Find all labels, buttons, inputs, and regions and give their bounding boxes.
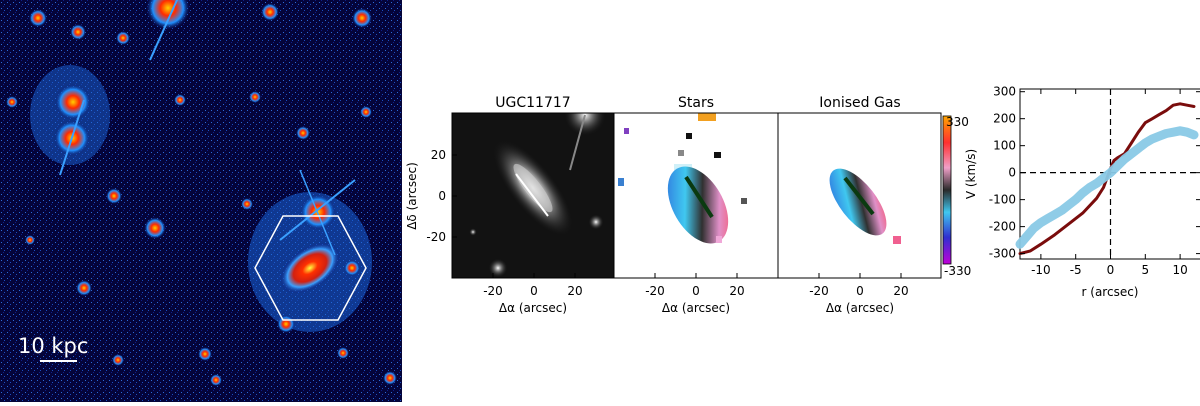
chart-y-axis-label: V (km/s) [964,149,978,199]
chart-y-tick-label: 100 [993,139,1016,153]
chart-x-tick-label: -5 [1070,263,1082,277]
gas-slit-line [843,176,875,216]
chart-y-tick-label: 300 [993,85,1016,99]
slit-line [515,173,549,217]
map-x-tick-label: 20 [729,284,744,298]
chart-y-tick-label: -200 [989,220,1016,234]
chart-y-tick-label: -100 [989,193,1016,207]
stars-ra-axis-label: Δα (arcsec) [662,301,730,315]
deep-field-image: 10 kpc [0,0,402,402]
scale-bar-label: 10 kpc [18,334,89,358]
colorbar-top-label: 330 [946,115,969,129]
map-x-tick-label: 20 [893,284,908,298]
rotation-curve-chart: -10 -5 0 5 10 -300 -200 -100 0 100 200 300 [989,85,1200,277]
chart-x-tick-label: -10 [1031,263,1051,277]
galaxy-ra-axis-label: Δα (arcsec) [499,301,567,315]
map-x-tick-label: -20 [483,284,503,298]
map-x-tick-label: -20 [809,284,829,298]
bright-star [146,0,190,61]
map-y-tick-label: 20 [431,148,446,162]
dec-axis-label: Δδ (arcsec) [405,162,419,230]
chart-x-axis-label: r (arcsec) [1082,285,1139,299]
map-axis-ticks: -20 0 20 -20 0 20 -20 0 20 20 0 -20 [426,148,908,298]
map-x-tick-label: 0 [856,284,864,298]
galaxy-panel-title: UGC11717 [495,95,570,111]
chart-y-tick-label: 200 [993,112,1016,126]
chart-y-tick-label: 0 [1008,166,1016,180]
map-y-tick-label: -20 [426,230,446,244]
gas-ra-axis-label: Δα (arcsec) [826,301,894,315]
stars-velocity-panel [613,112,779,279]
stellar-rotation-curve [1015,126,1199,249]
map-x-tick-label: 0 [530,284,538,298]
gas-panel-title: Ionised Gas [819,95,900,111]
map-x-tick-label: 20 [567,284,582,298]
chart-y-tick-label: -300 [989,247,1016,261]
chart-x-tick-label: 5 [1141,263,1149,277]
gas-rotation-curve [1018,102,1196,256]
stars-panel-title: Stars [678,95,714,111]
stars-slit-line [684,175,714,219]
chart-x-tick-label: 0 [1107,263,1115,277]
velocity-colorbar [942,115,952,265]
map-x-tick-label: -20 [645,284,665,298]
gas-velocity-panel [777,112,942,279]
chart-x-tick-label: 10 [1172,263,1187,277]
field-of-view-hexagon [254,215,367,321]
galaxy-image-panel [451,112,615,279]
colorbar-bottom-label: -330 [944,264,971,278]
map-x-tick-label: 0 [692,284,700,298]
map-y-tick-label: 0 [438,189,446,203]
